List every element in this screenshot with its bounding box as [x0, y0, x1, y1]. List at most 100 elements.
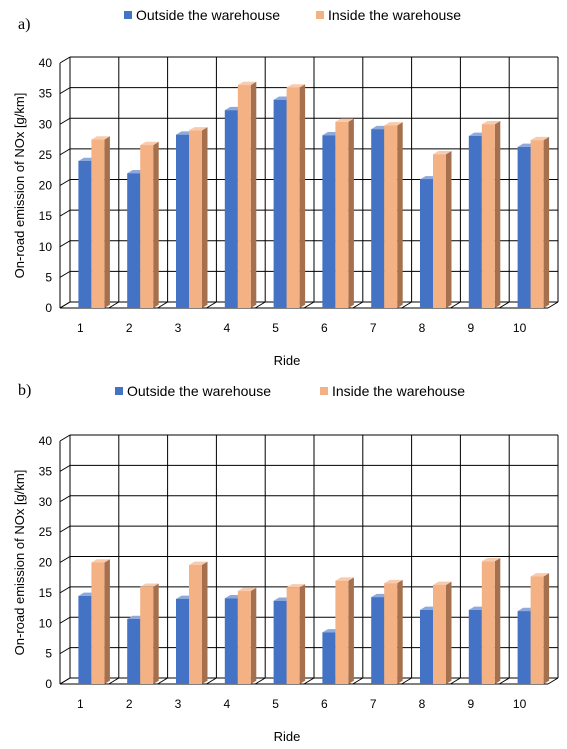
bar-front-face: [468, 609, 482, 684]
x-tick-label: 10: [513, 321, 527, 335]
gridline-depth: [59, 556, 71, 563]
x-axis-title: Ride: [274, 353, 301, 368]
bar-front-face: [384, 125, 398, 308]
y-tick-label: 0: [45, 301, 52, 315]
y-tick-label: 5: [45, 647, 52, 661]
bar-side-face: [397, 579, 403, 684]
gridline-depth: [59, 179, 71, 186]
bar-inside: [237, 587, 257, 684]
bar-side-face: [397, 122, 403, 308]
y-tick-label: 35: [39, 87, 53, 101]
legend-label: Outside the warehouse: [136, 7, 280, 23]
y-tick-label: 20: [39, 179, 53, 193]
bar-inside: [335, 118, 354, 308]
bar-inside: [384, 579, 403, 684]
bar-top-face: [237, 81, 257, 86]
floor-line: [450, 301, 461, 309]
bar-side-face: [299, 584, 306, 684]
bar-top-face: [530, 136, 550, 141]
gridline-depth: [59, 270, 71, 278]
bar-top-face: [140, 583, 159, 587]
y-axis-title: On-road emission of NOx [g/km]: [12, 470, 27, 656]
x-tick-label: 3: [175, 697, 182, 711]
gridline-depth: [59, 525, 71, 533]
x-tick-label: 5: [272, 697, 279, 711]
bar-inside: [189, 561, 208, 684]
floor-line: [59, 301, 71, 309]
gridline-depth: [59, 117, 71, 125]
bar-front-face: [286, 87, 300, 308]
x-tick-label: 9: [467, 321, 474, 335]
bar-front-face: [468, 135, 482, 308]
bar-top-face: [140, 141, 159, 146]
x-tick-label: 6: [321, 697, 328, 711]
floor-line: [108, 677, 120, 685]
bar-chart-b: 0 5 10 15 20 25 30 35 40 1 2 3 4 5 6 7 8 9 10 Ride On-road e…: [12, 383, 559, 744]
bar-top-face: [433, 150, 452, 155]
bar-side-face: [348, 577, 354, 684]
bar-side-face: [202, 561, 208, 684]
floor-line: [450, 677, 461, 685]
y-tick-label: 25: [39, 525, 53, 539]
legend: Outside the warehouse Inside the warehous…: [115, 383, 465, 399]
bar-front-face: [371, 129, 385, 308]
bar-front-face: [127, 173, 141, 308]
floor-line: [157, 677, 168, 685]
bar-side-face: [446, 150, 452, 308]
bar-front-face: [78, 161, 92, 308]
bar-front-face: [189, 564, 202, 684]
x-tick-label: 8: [419, 321, 426, 335]
bar-front-face: [384, 583, 398, 684]
y-tick-label: 5: [45, 270, 52, 284]
bar-front-face: [420, 609, 433, 684]
bar-front-face: [286, 587, 300, 684]
x-tick-label: 5: [272, 321, 279, 335]
bar-side-face: [153, 583, 159, 684]
y-axis-title: On-road emission of NOx [g/km]: [12, 93, 27, 279]
bar-front-face: [481, 124, 495, 308]
gridline-depth: [59, 209, 71, 217]
floor-line: [498, 301, 510, 309]
x-tick-label: 1: [77, 321, 84, 335]
gridline-depth: [59, 87, 71, 95]
gridline-depth: [59, 464, 71, 472]
bar-top-face: [384, 122, 403, 126]
floor-line: [206, 301, 217, 309]
floor-line: [206, 677, 217, 685]
bar-chart-a: 0 5 10 15 20 25 30 35 40 1 2 3 4 5 6 7 8 9 10 Ride On-road e…: [12, 7, 559, 368]
panel-label: b): [18, 382, 32, 399]
bar-side-face: [348, 118, 354, 308]
bar-top-face: [481, 557, 501, 562]
floor-line: [108, 301, 120, 309]
x-tick-label: 10: [513, 697, 527, 711]
gridline-depth: [59, 647, 71, 655]
y-tick-label: 40: [39, 56, 53, 70]
bar-top-face: [530, 573, 550, 577]
gridline-depth: [59, 616, 71, 624]
bar-inside: [237, 81, 257, 308]
bar-front-face: [433, 154, 446, 308]
bar-front-face: [127, 618, 141, 684]
x-tick-label: 3: [175, 321, 182, 335]
bar-top-face: [335, 577, 354, 581]
bar-side-face: [250, 81, 257, 308]
gridline-depth: [59, 434, 71, 442]
bar-inside: [91, 136, 110, 308]
bar-front-face: [273, 99, 287, 308]
floor-line: [254, 677, 266, 685]
bar-top-face: [335, 118, 354, 122]
bar-inside: [433, 581, 452, 684]
bar-front-face: [322, 135, 336, 308]
bar-inside: [91, 559, 110, 684]
y-tick-label: 20: [39, 556, 53, 570]
gridline-depth: [59, 495, 71, 503]
y-tick-label: 0: [45, 677, 52, 691]
legend-swatch: [124, 11, 132, 19]
bar-front-face: [481, 561, 495, 684]
x-tick-label: 4: [223, 321, 230, 335]
bar-top-face: [91, 559, 110, 563]
floor-line: [157, 301, 168, 309]
y-tick-label: 35: [39, 464, 53, 478]
bar-front-face: [517, 611, 531, 684]
x-tick-label: 6: [321, 321, 328, 335]
